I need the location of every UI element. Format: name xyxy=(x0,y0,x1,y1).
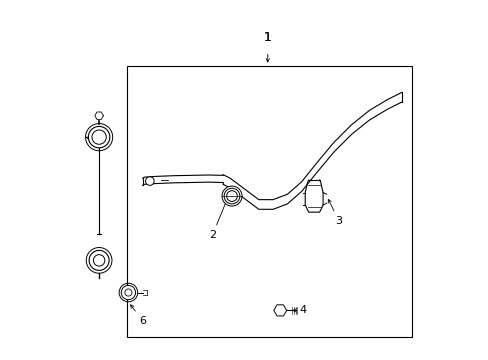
Circle shape xyxy=(124,289,132,296)
Text: 1: 1 xyxy=(263,31,271,44)
Bar xyxy=(126,66,411,337)
Text: 4: 4 xyxy=(292,305,306,315)
Circle shape xyxy=(93,255,104,266)
Polygon shape xyxy=(95,112,103,120)
Circle shape xyxy=(121,285,135,300)
Circle shape xyxy=(226,191,237,202)
Circle shape xyxy=(92,130,106,144)
Circle shape xyxy=(222,186,242,206)
Text: 2: 2 xyxy=(208,199,227,240)
Circle shape xyxy=(89,250,109,270)
Circle shape xyxy=(145,177,154,185)
Text: 3: 3 xyxy=(327,199,342,226)
Circle shape xyxy=(224,188,240,204)
Circle shape xyxy=(88,126,110,148)
Text: 5: 5 xyxy=(86,134,96,144)
Text: 1: 1 xyxy=(263,31,271,44)
Text: 6: 6 xyxy=(130,305,146,326)
